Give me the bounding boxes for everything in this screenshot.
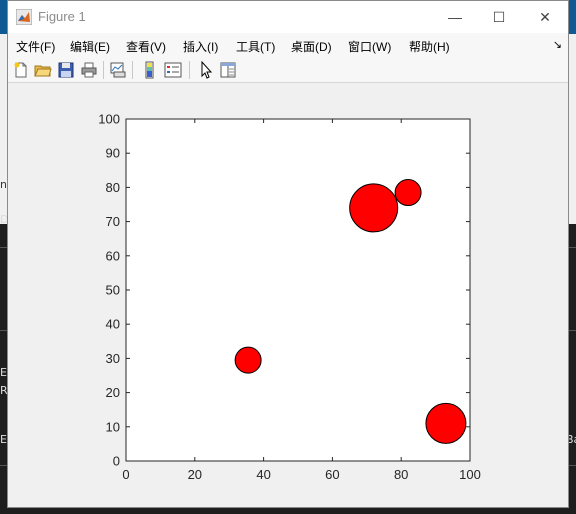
close-button[interactable]: ✕ (522, 1, 568, 33)
y-tick-label: 80 (106, 180, 120, 195)
scatter-point[interactable] (394, 179, 422, 207)
menu-window[interactable]: 窗口(W) (348, 40, 392, 54)
menu-insert[interactable]: 插入(I) (183, 40, 219, 54)
title-bar[interactable]: Figure 1 — ☐ ✕ (8, 1, 568, 33)
new-figure-icon[interactable] (12, 61, 30, 79)
scatter-point[interactable] (425, 402, 467, 444)
print-icon[interactable] (80, 61, 98, 79)
background-edge-text: E (0, 433, 7, 446)
menu-tools[interactable]: 工具(T) (236, 40, 276, 54)
menu-bar: 文件(F) 编辑(E) 查看(V) 插入(I) 工具(T) 桌面(D) 窗口(W… (8, 33, 568, 57)
y-tick-label: 10 (106, 419, 120, 434)
minimize-icon: — (448, 9, 462, 25)
close-icon: ✕ (539, 8, 551, 25)
toolbar (8, 57, 568, 83)
axes-box[interactable] (125, 118, 471, 462)
menu-edit[interactable]: 编辑(E) (70, 40, 110, 54)
scatter-point[interactable] (234, 346, 262, 374)
maximize-icon: ☐ (492, 8, 506, 25)
x-tick-label: 100 (459, 467, 481, 482)
y-tick-label: 30 (106, 351, 120, 366)
matlab-logo-icon (16, 9, 32, 25)
figure-canvas: 0 20 40 60 80 100 0 10 20 30 40 50 60 70 80 90 100 (8, 84, 568, 507)
y-tick-label: 100 (98, 112, 120, 127)
y-tick-label: 50 (106, 283, 120, 298)
toolbar-separator (189, 61, 190, 79)
background-edge-text: E (0, 366, 7, 379)
background-edge-text: n (0, 178, 7, 191)
menu-desktop[interactable]: 桌面(D) (291, 40, 332, 54)
save-icon[interactable] (57, 61, 75, 79)
minimize-button[interactable]: — (432, 1, 478, 33)
y-tick-label: 70 (106, 214, 120, 229)
maximize-button[interactable]: ☐ (476, 1, 522, 33)
x-tick-label: 0 (122, 467, 129, 482)
y-tick-label: 20 (106, 385, 120, 400)
property-editor-icon[interactable] (219, 61, 237, 79)
scatter-point[interactable] (349, 183, 399, 233)
pointer-icon[interactable] (197, 61, 215, 79)
dock-arrow-icon[interactable]: ↘ (552, 39, 562, 51)
x-tick-label: 20 (188, 467, 202, 482)
legend-icon[interactable] (164, 61, 182, 79)
figure-window: Figure 1 — ☐ ✕ 文件(F) 编辑(E) 查看(V) 插入(I) 工… (7, 0, 569, 508)
toolbar-separator (103, 61, 104, 79)
menu-view[interactable]: 查看(V) (126, 40, 166, 54)
y-tick-label: 0 (113, 454, 120, 469)
background-edge-text: D (0, 213, 9, 226)
x-tick-label: 60 (325, 467, 339, 482)
open-file-icon[interactable] (34, 61, 52, 79)
background-edge-text: Ba (566, 433, 576, 446)
scatter-chart[interactable]: 0 20 40 60 80 100 0 10 20 30 40 50 60 70 80 90 100 (8, 84, 568, 507)
window-title: Figure 1 (38, 9, 86, 24)
x-tick-label: 80 (394, 467, 408, 482)
link-plot-icon[interactable] (109, 61, 127, 79)
x-tick-label: 40 (256, 467, 270, 482)
y-tick-label: 60 (106, 248, 120, 263)
menu-file[interactable]: 文件(F) (16, 40, 56, 54)
y-tick-label: 40 (106, 317, 120, 332)
toolbar-separator (132, 61, 133, 79)
background-edge-text: R (0, 384, 8, 397)
y-tick-label: 90 (106, 146, 120, 161)
colorbar-icon[interactable] (141, 61, 159, 79)
menu-help[interactable]: 帮助(H) (409, 40, 450, 54)
